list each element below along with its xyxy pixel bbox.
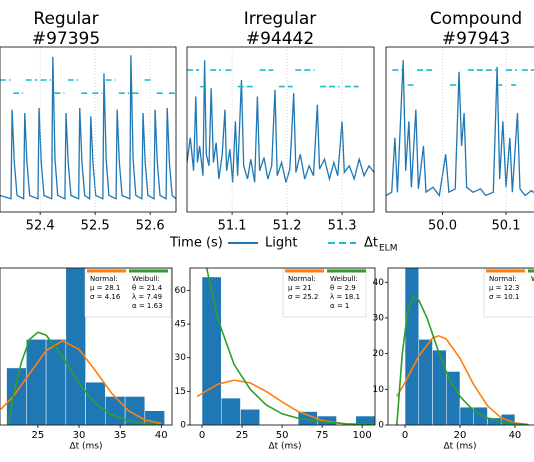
plot-area xyxy=(386,60,534,198)
legend-box xyxy=(282,268,367,318)
axes-frame xyxy=(385,46,534,213)
x-tick-label: 52.6 xyxy=(136,219,165,234)
x-tick-label: 25 xyxy=(31,430,44,441)
legend-param: σ = 4.16 xyxy=(90,293,121,301)
chart-title: Regular xyxy=(33,9,98,29)
legend-box xyxy=(483,268,534,318)
histogram-bar xyxy=(65,268,86,425)
y-tick-label: 60 xyxy=(175,286,187,296)
chart-title: Compound xyxy=(430,9,522,29)
legend-param: σ = 25.2 xyxy=(288,293,318,301)
y-tick-label: 45 xyxy=(175,320,186,330)
x-tick-label: 52.4 xyxy=(26,219,55,234)
histogram-bar xyxy=(445,371,461,425)
histogram-bar xyxy=(220,397,241,425)
x-tick-label: 35 xyxy=(114,430,127,441)
fit-curve xyxy=(395,295,529,425)
x-tick-label: 0 xyxy=(199,430,205,441)
light-line xyxy=(187,60,374,183)
legend-param: μ = 21 xyxy=(288,284,312,292)
x-tick-label: 50.0 xyxy=(428,219,457,234)
x-tick-label: 40 xyxy=(509,430,522,441)
axes-frame xyxy=(189,267,376,426)
x-tick-label: 50.1 xyxy=(492,219,521,234)
x-tick-label: 0 xyxy=(402,430,408,441)
y-tick-label: 30 xyxy=(373,313,385,323)
x-tick-label: 75 xyxy=(316,430,329,441)
histogram-bar xyxy=(432,349,447,425)
x-axis-label: Δt (ms) xyxy=(69,442,102,452)
histogram-bar xyxy=(45,339,67,425)
x-axis-label: Δt (ms) xyxy=(443,442,476,452)
y-tick-label: 0 xyxy=(378,421,384,431)
fit-curve xyxy=(396,334,529,425)
legend-label: Weibull: xyxy=(330,275,358,283)
histogram-bar xyxy=(404,268,420,425)
legend-param: μ = 12.3 xyxy=(489,284,519,292)
y-tick-label: 40 xyxy=(373,278,385,288)
y-tick-label: 0 xyxy=(180,421,186,431)
legend-box xyxy=(84,268,172,318)
legend-param: σ = 10.1 xyxy=(489,293,519,301)
legend-param: λ = 7.49 xyxy=(132,293,162,301)
x-tick-label: 20 xyxy=(454,430,467,441)
legend-param: λ = 18.1 xyxy=(330,293,360,301)
y-tick-label: 15 xyxy=(175,387,186,397)
x-tick-label: 52.5 xyxy=(81,219,110,234)
legend-param: θ = 2.9 xyxy=(330,284,356,292)
legend-label: Δt xyxy=(364,236,378,251)
axes-frame xyxy=(186,46,375,213)
chart-subtitle: #97943 xyxy=(442,29,510,49)
fit-curve xyxy=(0,339,162,425)
axes-frame xyxy=(0,267,173,426)
histogram-bar xyxy=(459,406,474,425)
x-axis-label: Time (s) xyxy=(169,236,223,251)
legend-param: α = 1 xyxy=(330,302,349,310)
axes-frame xyxy=(0,46,177,213)
x-axis-label: Δt (ms) xyxy=(268,442,301,452)
legend-label: Weibull: xyxy=(531,275,534,283)
fit-curve xyxy=(205,268,375,425)
x-tick-label: 50 xyxy=(276,430,289,441)
plot-area xyxy=(0,268,165,425)
x-tick-label: 25 xyxy=(236,430,249,441)
plot-area xyxy=(0,55,176,201)
histogram-bar xyxy=(201,276,222,425)
x-tick-label: 51.3 xyxy=(328,219,357,234)
chart-subtitle: #97395 xyxy=(32,29,100,49)
light-line xyxy=(0,55,176,201)
chart-title: Irregular xyxy=(244,9,316,29)
x-tick-label: 51.1 xyxy=(218,219,247,234)
legend-subscript: ELM xyxy=(379,244,397,254)
legend-label: Normal: xyxy=(90,275,118,283)
legend-param: μ = 28.1 xyxy=(90,284,120,292)
fit-curve xyxy=(7,331,162,425)
axes-frame xyxy=(387,267,534,426)
x-tick-label: 30 xyxy=(73,430,86,441)
plot-area xyxy=(395,268,529,425)
y-tick-label: 20 xyxy=(373,349,385,359)
y-tick-label: 30 xyxy=(175,353,187,363)
legend-label: Normal: xyxy=(489,275,517,283)
histogram-bar xyxy=(240,409,260,425)
legend-label: Light xyxy=(265,236,297,251)
x-tick-label: 40 xyxy=(155,430,168,441)
histogram-bar xyxy=(26,339,47,425)
x-tick-label: 100 xyxy=(353,430,372,441)
plot-area xyxy=(187,60,374,183)
histogram-bar xyxy=(105,396,126,425)
plot-area xyxy=(196,268,375,425)
chart-subtitle: #94442 xyxy=(246,29,314,49)
y-tick-label: 10 xyxy=(373,385,385,395)
legend-param: θ = 21.4 xyxy=(132,284,163,292)
light-line xyxy=(386,60,534,198)
legend-label: Normal: xyxy=(288,275,316,283)
x-tick-label: 51.2 xyxy=(273,219,302,234)
legend-label: Weibull: xyxy=(132,275,160,283)
legend-param: α = 1.63 xyxy=(132,302,163,310)
